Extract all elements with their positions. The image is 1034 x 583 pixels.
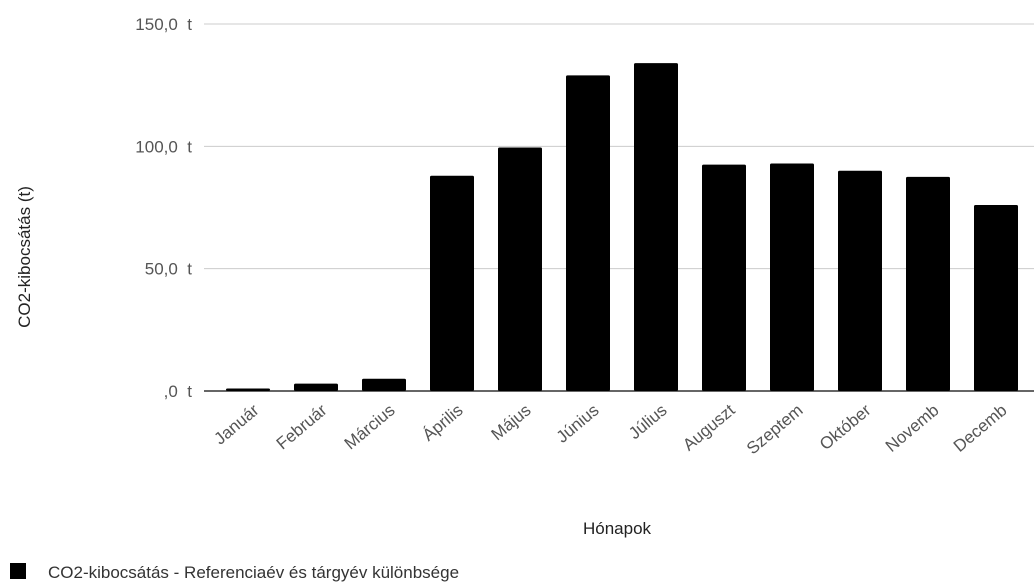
legend-label: CO2-kibocsátás - Referenciaév és tárgyév… bbox=[48, 563, 459, 582]
bar-július bbox=[634, 63, 678, 391]
y-tick-label: 150,0 t bbox=[135, 15, 192, 34]
legend: CO2-kibocsátás - Referenciaév és tárgyév… bbox=[10, 563, 459, 582]
bars bbox=[226, 63, 1018, 391]
x-tick-label: Július bbox=[625, 401, 671, 443]
y-tick-label: 50,0 t bbox=[145, 260, 193, 279]
y-tick-label: ,0 t bbox=[164, 382, 193, 401]
y-tick-label: 100,0 t bbox=[135, 137, 192, 156]
gridlines bbox=[204, 23, 1034, 392]
x-tick-label: Október bbox=[816, 400, 875, 454]
bar-január bbox=[226, 388, 270, 391]
legend-swatch bbox=[10, 563, 26, 579]
y-tick-labels: ,0 t 50,0 t 100,0 t 150,0 t bbox=[135, 15, 192, 401]
bar-március bbox=[362, 378, 406, 391]
bar-decemb bbox=[974, 205, 1018, 391]
y-axis-title: CO2-kibocsátás (t) bbox=[15, 186, 34, 328]
bar-június bbox=[566, 75, 610, 391]
bar-szeptem bbox=[770, 163, 814, 391]
x-tick-label: Április bbox=[419, 401, 467, 445]
x-tick-label: Január bbox=[211, 400, 263, 448]
x-tick-label: Június bbox=[553, 401, 603, 447]
x-tick-label: Szeptem bbox=[743, 401, 807, 459]
x-tick-label: Decemb bbox=[950, 401, 1011, 456]
bar-auguszt bbox=[702, 164, 746, 391]
bar-novemb bbox=[906, 176, 950, 391]
x-tick-labels: Január Február Március Április Május Június Jú… bbox=[211, 400, 1011, 458]
bar-április bbox=[430, 175, 474, 391]
x-tick-label: Február bbox=[273, 400, 331, 453]
x-tick-label: Március bbox=[341, 401, 399, 454]
x-tick-label: Novemb bbox=[882, 401, 943, 456]
bar-május bbox=[498, 147, 542, 391]
x-tick-label: Május bbox=[488, 401, 535, 445]
x-tick-label: Auguszt bbox=[679, 400, 738, 454]
bar-február bbox=[294, 383, 338, 391]
x-axis-title: Hónapok bbox=[583, 519, 652, 538]
bar-október bbox=[838, 170, 882, 391]
